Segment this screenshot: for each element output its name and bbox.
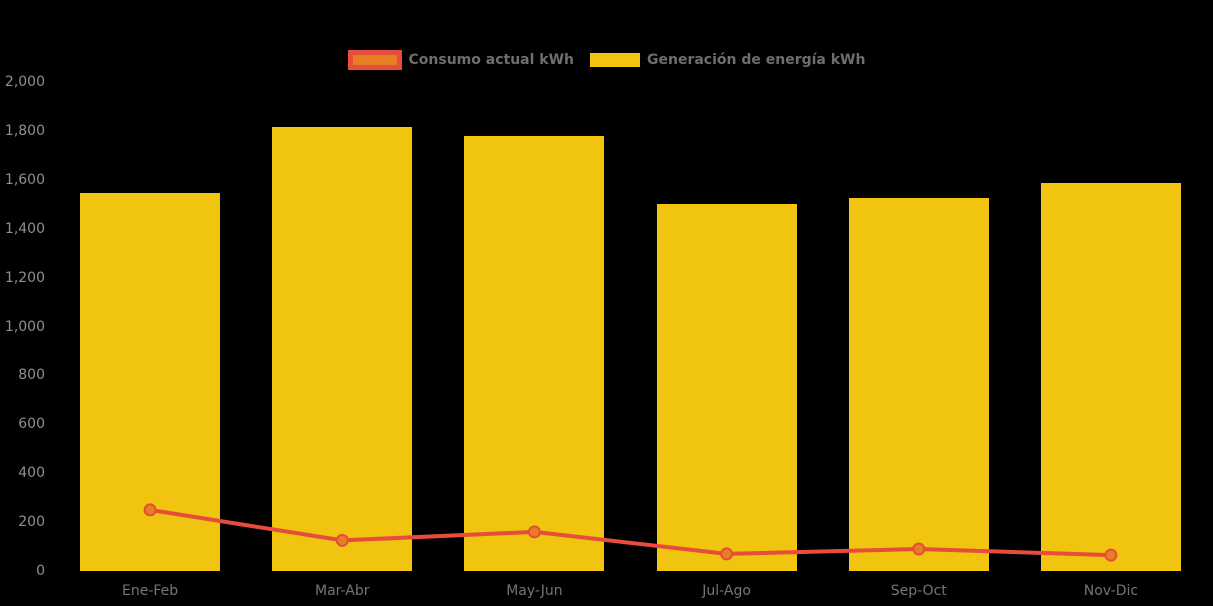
y-axis-tick-label: 1,200 — [4, 269, 45, 286]
bar-jul-ago[interactable] — [656, 204, 797, 571]
y-axis-tick-label: 1,800 — [4, 122, 45, 139]
bar-may-jun[interactable] — [464, 135, 605, 571]
y-axis-tick-label: 800 — [18, 367, 45, 384]
x-axis-label-nov-dic: Nov-Dic — [1083, 583, 1139, 599]
x-axis-label-ene-feb: Ene-Feb — [121, 583, 179, 599]
line-anchor-nov-dic[interactable] — [1104, 548, 1118, 562]
y-axis-tick-label: 1,400 — [4, 220, 45, 237]
line-anchor-mar-abr[interactable] — [335, 533, 349, 547]
legend: Consumo actual kWh Generación de energía… — [0, 50, 1213, 70]
consumption-line — [148, 507, 1113, 558]
y-axis-tick-label: 2,000 — [4, 74, 45, 90]
x-axis-label-mar-abr: Mar-Abr — [315, 583, 370, 599]
line-anchor-jul-ago[interactable] — [720, 547, 734, 561]
line-anchor-sep-oct[interactable] — [912, 542, 926, 556]
y-axis-tick-label: 600 — [18, 416, 45, 433]
legend-item-consumo-actual[interactable]: Consumo actual kWh — [347, 50, 574, 70]
y-axis-tick-label: 400 — [18, 465, 45, 482]
line-anchor-ene-feb[interactable] — [143, 503, 157, 517]
bar-series-swatch-icon — [590, 53, 640, 67]
y-axis-tick-label: 1,600 — [4, 171, 45, 188]
x-axis-label-jul-ago: Jul-Ago — [702, 583, 751, 599]
x-axis-label-sep-oct: Sep-Oct — [890, 583, 947, 599]
legend-item-generacion-energia[interactable]: Generación de energía kWh — [590, 52, 865, 68]
legend-label-generacion-energia: Generación de energía kWh — [647, 52, 866, 68]
y-axis-tick-label: 1,000 — [4, 318, 45, 335]
y-axis-tick-label: 0 — [36, 563, 45, 579]
y-axis-tick-label: 200 — [18, 514, 45, 531]
bar-mar-abr[interactable] — [272, 127, 413, 571]
legend-label-consumo-actual: Consumo actual kWh — [408, 52, 574, 68]
line-series-swatch-icon — [347, 50, 402, 70]
line-anchor-may-jun[interactable] — [527, 525, 541, 539]
x-axis-label-may-jun: May-Jun — [506, 583, 563, 599]
bar-nov-dic[interactable] — [1040, 183, 1181, 571]
bar-sep-oct[interactable] — [848, 198, 989, 571]
